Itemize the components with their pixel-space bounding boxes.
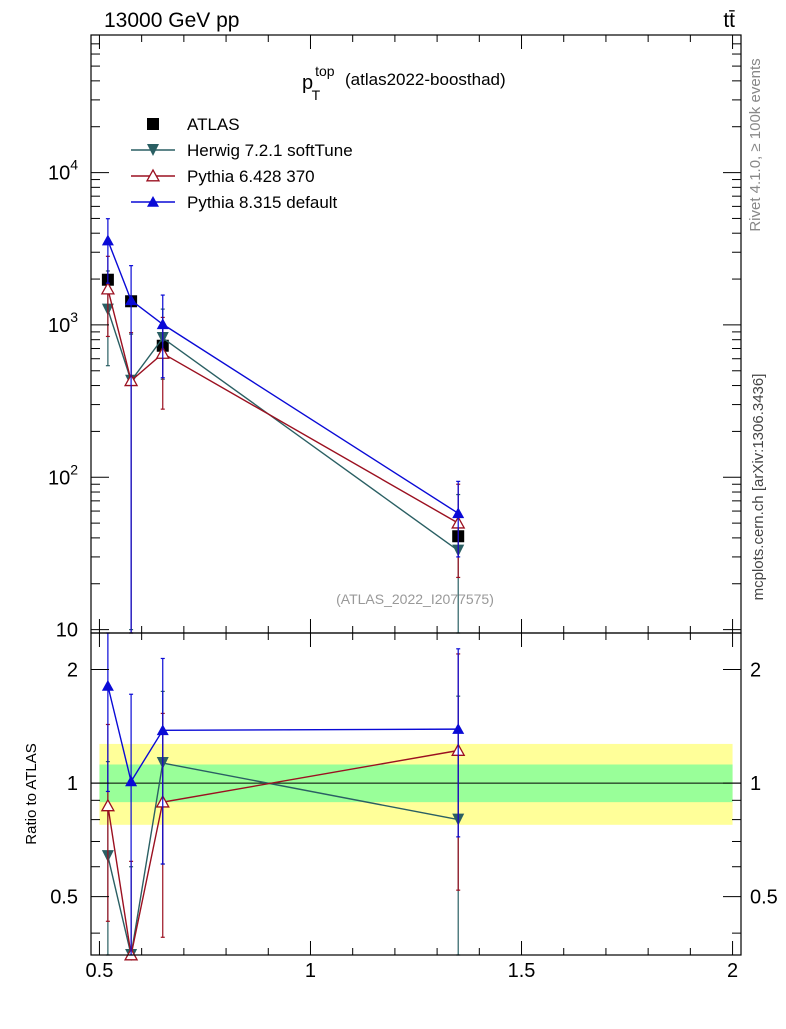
observable-title-rest: (atlas2022-boosthad) bbox=[345, 70, 506, 89]
ratio-ytick-label-right-2: 2 bbox=[750, 660, 761, 682]
process-label: tt̄ bbox=[723, 9, 735, 32]
ratio-marker-2-2 bbox=[156, 724, 169, 736]
legend: ATLAS Herwig 7.2.1 softTune Pythia 6.428 3… bbox=[131, 115, 353, 212]
main-series-1 bbox=[101, 270, 465, 634]
main-ytick-label-0: 10 bbox=[56, 620, 78, 642]
main-series bbox=[100, 218, 466, 634]
ratio-marker-2-3 bbox=[452, 723, 465, 734]
energy-label: 13000 GeV pp bbox=[104, 9, 239, 32]
ratio-line-1 bbox=[107, 749, 459, 956]
ratio-ticks: 0.5 0.5 1 1 2 2 0.5 1 1.5 2 bbox=[50, 633, 778, 982]
main-ytick-label-1: 102 bbox=[48, 461, 78, 489]
ratio-series bbox=[100, 632, 466, 961]
legend-marker-1 bbox=[147, 144, 159, 156]
main-marker-3-0 bbox=[101, 234, 114, 246]
mcplots-label: mcplots.cern.ch [arXiv:1306.3436] bbox=[750, 374, 767, 601]
main-series-3 bbox=[101, 218, 465, 634]
legend-label-2: Pythia 6.428 370 bbox=[187, 167, 315, 186]
ratio-series-0 bbox=[101, 690, 465, 961]
main-series-0 bbox=[101, 273, 465, 543]
ratio-bands bbox=[99, 743, 733, 825]
main-line-2 bbox=[107, 288, 459, 524]
ratio-xtick-label-1: 1 bbox=[305, 960, 316, 982]
ratio-xtick-label-2: 1.5 bbox=[508, 960, 536, 982]
ratio-ytick-label-left-0: 0.5 bbox=[50, 887, 78, 909]
ratio-marker-2-0 bbox=[101, 679, 114, 691]
frames bbox=[90, 34, 742, 956]
title-sup: top bbox=[315, 63, 335, 79]
main-ytick-label-3: 104 bbox=[48, 157, 78, 185]
main-marker-3-3 bbox=[452, 507, 465, 519]
ratio-line-0 bbox=[107, 762, 459, 956]
rivet-label: Rivet 4.1.0, ≥ 100k events bbox=[747, 58, 764, 231]
title-p: p bbox=[302, 72, 313, 94]
legend-marker-0 bbox=[147, 118, 159, 130]
main-ytick-label-2: 103 bbox=[48, 309, 78, 337]
legend-label-3: Pythia 8.315 default bbox=[187, 193, 338, 212]
legend-marker-3 bbox=[147, 196, 159, 207]
ratio-ylabel: Ratio to ATLAS bbox=[23, 743, 40, 844]
observable-title: ptop T bbox=[302, 63, 335, 103]
analysis-label: (ATLAS_2022_I2077575) bbox=[336, 591, 494, 607]
ratio-ytick-label-right-0: 0.5 bbox=[750, 887, 778, 909]
legend-label-1: Herwig 7.2.1 softTune bbox=[187, 141, 353, 160]
ratio-line-2 bbox=[107, 685, 459, 784]
main-ticks: 10 102 103 104 bbox=[48, 34, 741, 642]
ratio-frame bbox=[90, 632, 742, 956]
ratio-xtick-label-3: 2 bbox=[727, 960, 738, 982]
ratio-ytick-label-left-1: 1 bbox=[67, 773, 78, 795]
ratio-series-2 bbox=[101, 632, 465, 956]
ratio-ytick-label-right-1: 1 bbox=[750, 773, 761, 795]
main-marker-3-2 bbox=[156, 318, 169, 330]
main-series-2 bbox=[100, 255, 466, 634]
ratio-marker-2-1 bbox=[125, 775, 138, 787]
legend-label-0: ATLAS bbox=[187, 115, 240, 134]
main-line-3 bbox=[107, 240, 459, 514]
title-sub: T bbox=[312, 87, 321, 103]
main-line-1 bbox=[107, 309, 459, 552]
ratio-xtick-label-0: 0.5 bbox=[86, 960, 114, 982]
ratio-ytick-label-left-2: 2 bbox=[67, 660, 78, 682]
ratio-marker-1-0 bbox=[100, 798, 115, 812]
main-marker-2-0 bbox=[100, 281, 115, 295]
main-marker-3-1 bbox=[125, 294, 138, 306]
legend-marker-2 bbox=[145, 168, 161, 182]
